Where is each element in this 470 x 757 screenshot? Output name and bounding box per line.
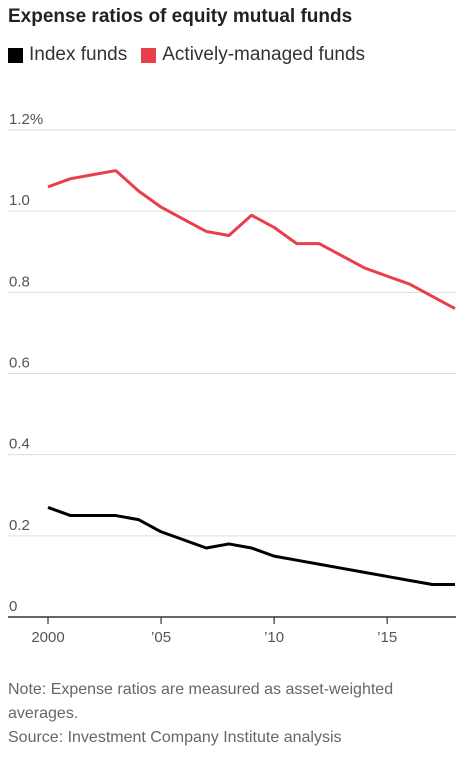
y-tick-label: 0 (9, 598, 17, 615)
x-tick-label: ’05 (151, 629, 171, 646)
line-chart: 1.2% 1.0 0.8 0.6 0.4 0.2 0 2000 ’05 ’10 ’15 (8, 111, 456, 646)
x-tick-label: ’15 (377, 629, 397, 646)
x-tick-label: 2000 (31, 629, 64, 646)
x-tick-label: ’10 (264, 629, 284, 646)
y-tick-label: 0.4 (9, 436, 30, 453)
y-tick-label: 1.0 (9, 192, 30, 209)
legend-swatch-index (8, 47, 23, 63)
series-line-index-funds (47, 506, 455, 587)
source-text: Source: Investment Company Institute ana… (8, 729, 342, 746)
series-line-actively-managed-funds (47, 169, 456, 310)
legend-swatch-active (141, 47, 157, 63)
y-tick-label: 1.2% (9, 111, 43, 128)
legend-item-index: Index funds (8, 44, 127, 66)
legend-label-active: Actively-managed funds (162, 44, 366, 65)
y-tick-label: 0.8 (9, 273, 30, 290)
y-tick-label: 0.2 (9, 517, 30, 534)
legend-item-active: Actively-managed funds (141, 44, 365, 66)
legend-label-index: Index funds (29, 44, 128, 65)
chart-title: Expense ratios of equity mutual funds (8, 6, 353, 27)
chart-notes: Note: Expense ratios are measured as ass… (8, 678, 458, 750)
y-tick-label: 0.6 (9, 355, 30, 372)
chart-legend: Index funds Actively-managed funds (8, 44, 379, 66)
note-text: Note: Expense ratios are measured as ass… (8, 681, 394, 722)
